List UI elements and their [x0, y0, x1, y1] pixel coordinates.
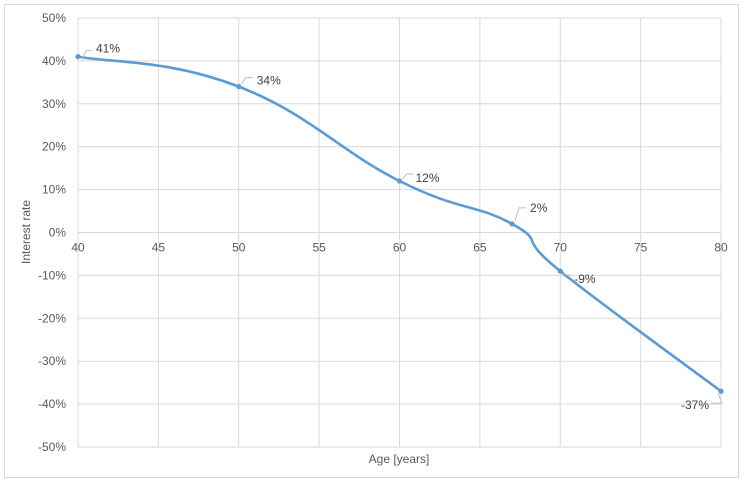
chart-area: [4, 4, 739, 478]
y-tick-label: 20%: [42, 140, 66, 154]
y-tick-label: 30%: [42, 97, 66, 111]
data-points: [75, 54, 724, 394]
data-point: [396, 178, 403, 184]
data-label: 12%: [416, 171, 440, 185]
data-point: [718, 388, 724, 394]
leader-line: [402, 173, 414, 180]
data-label: 2%: [530, 201, 548, 215]
x-tick-label: 55: [312, 241, 326, 255]
x-tick-label: 45: [152, 241, 166, 255]
y-tick-label: -10%: [38, 268, 66, 282]
x-tick-label: 70: [554, 241, 568, 255]
y-axis-title: Interest rate: [19, 200, 33, 264]
leader-line: [81, 50, 92, 60]
leader-line: [241, 77, 253, 84]
data-label-leader-lines: [81, 50, 723, 404]
leader-line: [711, 393, 723, 404]
y-tick-label: -20%: [38, 311, 66, 325]
y-axis-tick-labels: 50% 40% 30% 20% 10% 0% -10% -20% -30% -40% -50%: [38, 11, 66, 454]
data-point: [557, 268, 563, 274]
data-label: -9%: [574, 272, 596, 286]
y-tick-label: -50%: [38, 440, 66, 454]
data-label: 34%: [257, 74, 281, 88]
x-tick-label: 75: [634, 241, 648, 255]
x-tick-label: 40: [71, 241, 85, 255]
y-tick-label: -40%: [38, 397, 66, 411]
y-tick-label: 10%: [42, 183, 66, 197]
leader-line: [563, 272, 573, 276]
y-tick-label: 0%: [49, 226, 67, 240]
data-point: [75, 54, 81, 60]
x-tick-label: 80: [714, 241, 728, 255]
x-tick-label: 65: [473, 241, 487, 255]
data-label: 41%: [96, 42, 120, 56]
x-axis-title: Age [years]: [369, 452, 430, 466]
leader-line: [514, 207, 527, 222]
series-line: [76, 55, 723, 393]
data-label: -37%: [681, 398, 709, 412]
y-tick-label: -30%: [38, 354, 66, 368]
x-tick-label: 50: [232, 241, 246, 255]
data-point: [509, 221, 515, 227]
y-tick-label: 50%: [42, 11, 66, 25]
x-tick-label: 60: [393, 241, 407, 255]
gridlines: [77, 17, 722, 448]
x-axis-tick-labels: 40 45 50 55 60 65 70 75 80: [71, 241, 728, 255]
data-point: [236, 84, 242, 90]
y-tick-label: 40%: [42, 54, 66, 68]
data-labels: 41% 34% 12% 2% -9% -37%: [96, 42, 709, 413]
